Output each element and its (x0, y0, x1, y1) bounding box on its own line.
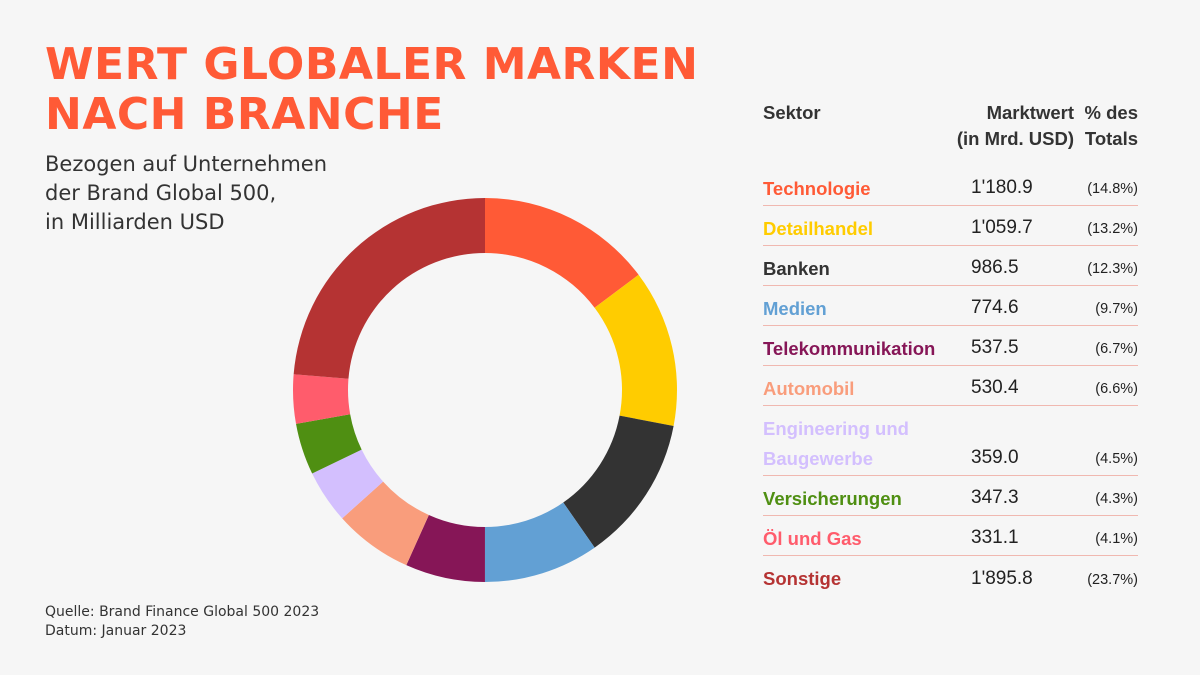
chart-subtitle-line-3: in Milliarden USD (45, 210, 225, 234)
header-value-line-1: Marktwert (986, 102, 1074, 123)
legend-sector-label: Banken (763, 258, 830, 279)
donut-slice-6 (342, 481, 429, 566)
legend-percent-label: (13.2%) (1087, 221, 1138, 237)
donut-slice-9 (293, 374, 351, 424)
donut-slice-1 (485, 198, 639, 308)
legend-table: Sektor Marktwert (in Mrd. USD) % des Tot… (763, 96, 1138, 596)
legend-percent-label: (14.8%) (1087, 181, 1138, 197)
legend-sector-label: Detailhandel (763, 218, 873, 239)
legend-row: Engineering und Baugewerbe 359.0 (4.5%) (763, 406, 1138, 476)
legend-value-label: 1'895.8 (971, 568, 1033, 589)
legend-percent-label: (23.7%) (1087, 572, 1138, 588)
legend-percent-label: (4.1%) (1095, 531, 1138, 547)
header-percent-line-1: % des (1084, 102, 1138, 123)
legend-row: Telekommunikation 537.5 (6.7%) (763, 326, 1138, 366)
donut-slice-5 (406, 514, 485, 582)
chart-title: WERT GLOBALER MARKEN NACH BRANCHE (45, 40, 725, 140)
legend-sector-label: Versicherungen (763, 488, 902, 509)
legend-percent-label: (6.7%) (1095, 341, 1138, 357)
legend-row: Automobil 530.4 (6.6%) (763, 366, 1138, 406)
legend-value-label: 331.1 (971, 527, 1019, 548)
legend-row: Öl und Gas 331.1 (4.1%) (763, 516, 1138, 556)
legend-sector-label: Technologie (763, 178, 871, 199)
legend-value-label: 1'059.7 (971, 217, 1033, 238)
donut-slice-2 (594, 274, 677, 426)
header-percent-line-2: Totals (1084, 128, 1138, 149)
legend-sector-label: Telekommunikation (763, 338, 936, 359)
header-value: Marktwert (in Mrd. USD) (934, 100, 1074, 152)
donut-slice-3 (563, 415, 674, 548)
date-line: Datum: Januar 2023 (45, 623, 187, 639)
legend-value-label: 359.0 (971, 447, 1019, 468)
chart-subtitle: Bezogen auf Unternehmen der Brand Global… (45, 150, 445, 237)
legend-sector-label: Medien (763, 298, 827, 319)
legend-row: Banken 986.5 (12.3%) (763, 246, 1138, 286)
donut-slice-8 (296, 414, 362, 474)
chart-title-line-2: NACH BRANCHE (45, 89, 444, 140)
legend-percent-label: (4.3%) (1095, 491, 1138, 507)
donut-slice-10 (293, 198, 485, 379)
legend-value-label: 1'180.9 (971, 177, 1033, 198)
legend-percent-label: (6.6%) (1095, 381, 1138, 397)
chart-subtitle-line-1: Bezogen auf Unternehmen (45, 152, 328, 176)
legend-percent-label: (9.7%) (1095, 301, 1138, 317)
legend-value-label: 986.5 (971, 257, 1019, 278)
legend-table-header: Sektor Marktwert (in Mrd. USD) % des Tot… (763, 96, 1138, 166)
legend-percent-label: (12.3%) (1087, 261, 1138, 277)
chart-subtitle-line-2: der Brand Global 500, (45, 181, 277, 205)
legend-sector-label: Engineering und Baugewerbe (763, 418, 909, 469)
legend-sector-label: Öl und Gas (763, 528, 862, 549)
source-line: Quelle: Brand Finance Global 500 2023 (45, 604, 320, 620)
source-note: Quelle: Brand Finance Global 500 2023 Da… (45, 603, 319, 641)
legend-value-label: 347.3 (971, 487, 1019, 508)
header-percent: % des Totals (1068, 100, 1138, 152)
legend-rows: Technologie 1'180.9 (14.8%) Detailhandel 1'0… (763, 166, 1138, 596)
donut-chart (293, 198, 677, 582)
header-sector: Sektor (763, 102, 821, 123)
legend-value-label: 530.4 (971, 377, 1019, 398)
legend-sector-label: Sonstige (763, 568, 842, 589)
legend-row: Detailhandel 1'059.7 (13.2%) (763, 206, 1138, 246)
legend-row: Sonstige 1'895.8 (23.7%) (763, 556, 1138, 596)
donut-slice-7 (312, 449, 384, 519)
header-value-line-2: (in Mrd. USD) (956, 128, 1074, 149)
legend-row: Medien 774.6 (9.7%) (763, 286, 1138, 326)
legend-value-label: 537.5 (971, 337, 1019, 358)
legend-percent-label: (4.5%) (1095, 451, 1138, 467)
legend-sector-label: Automobil (763, 378, 855, 399)
chart-title-line-1: WERT GLOBALER MARKEN (45, 39, 699, 90)
legend-value-label: 774.6 (971, 297, 1019, 318)
donut-slice-4 (484, 502, 595, 582)
legend-row: Technologie 1'180.9 (14.8%) (763, 166, 1138, 206)
legend-row: Versicherungen 347.3 (4.3%) (763, 476, 1138, 516)
